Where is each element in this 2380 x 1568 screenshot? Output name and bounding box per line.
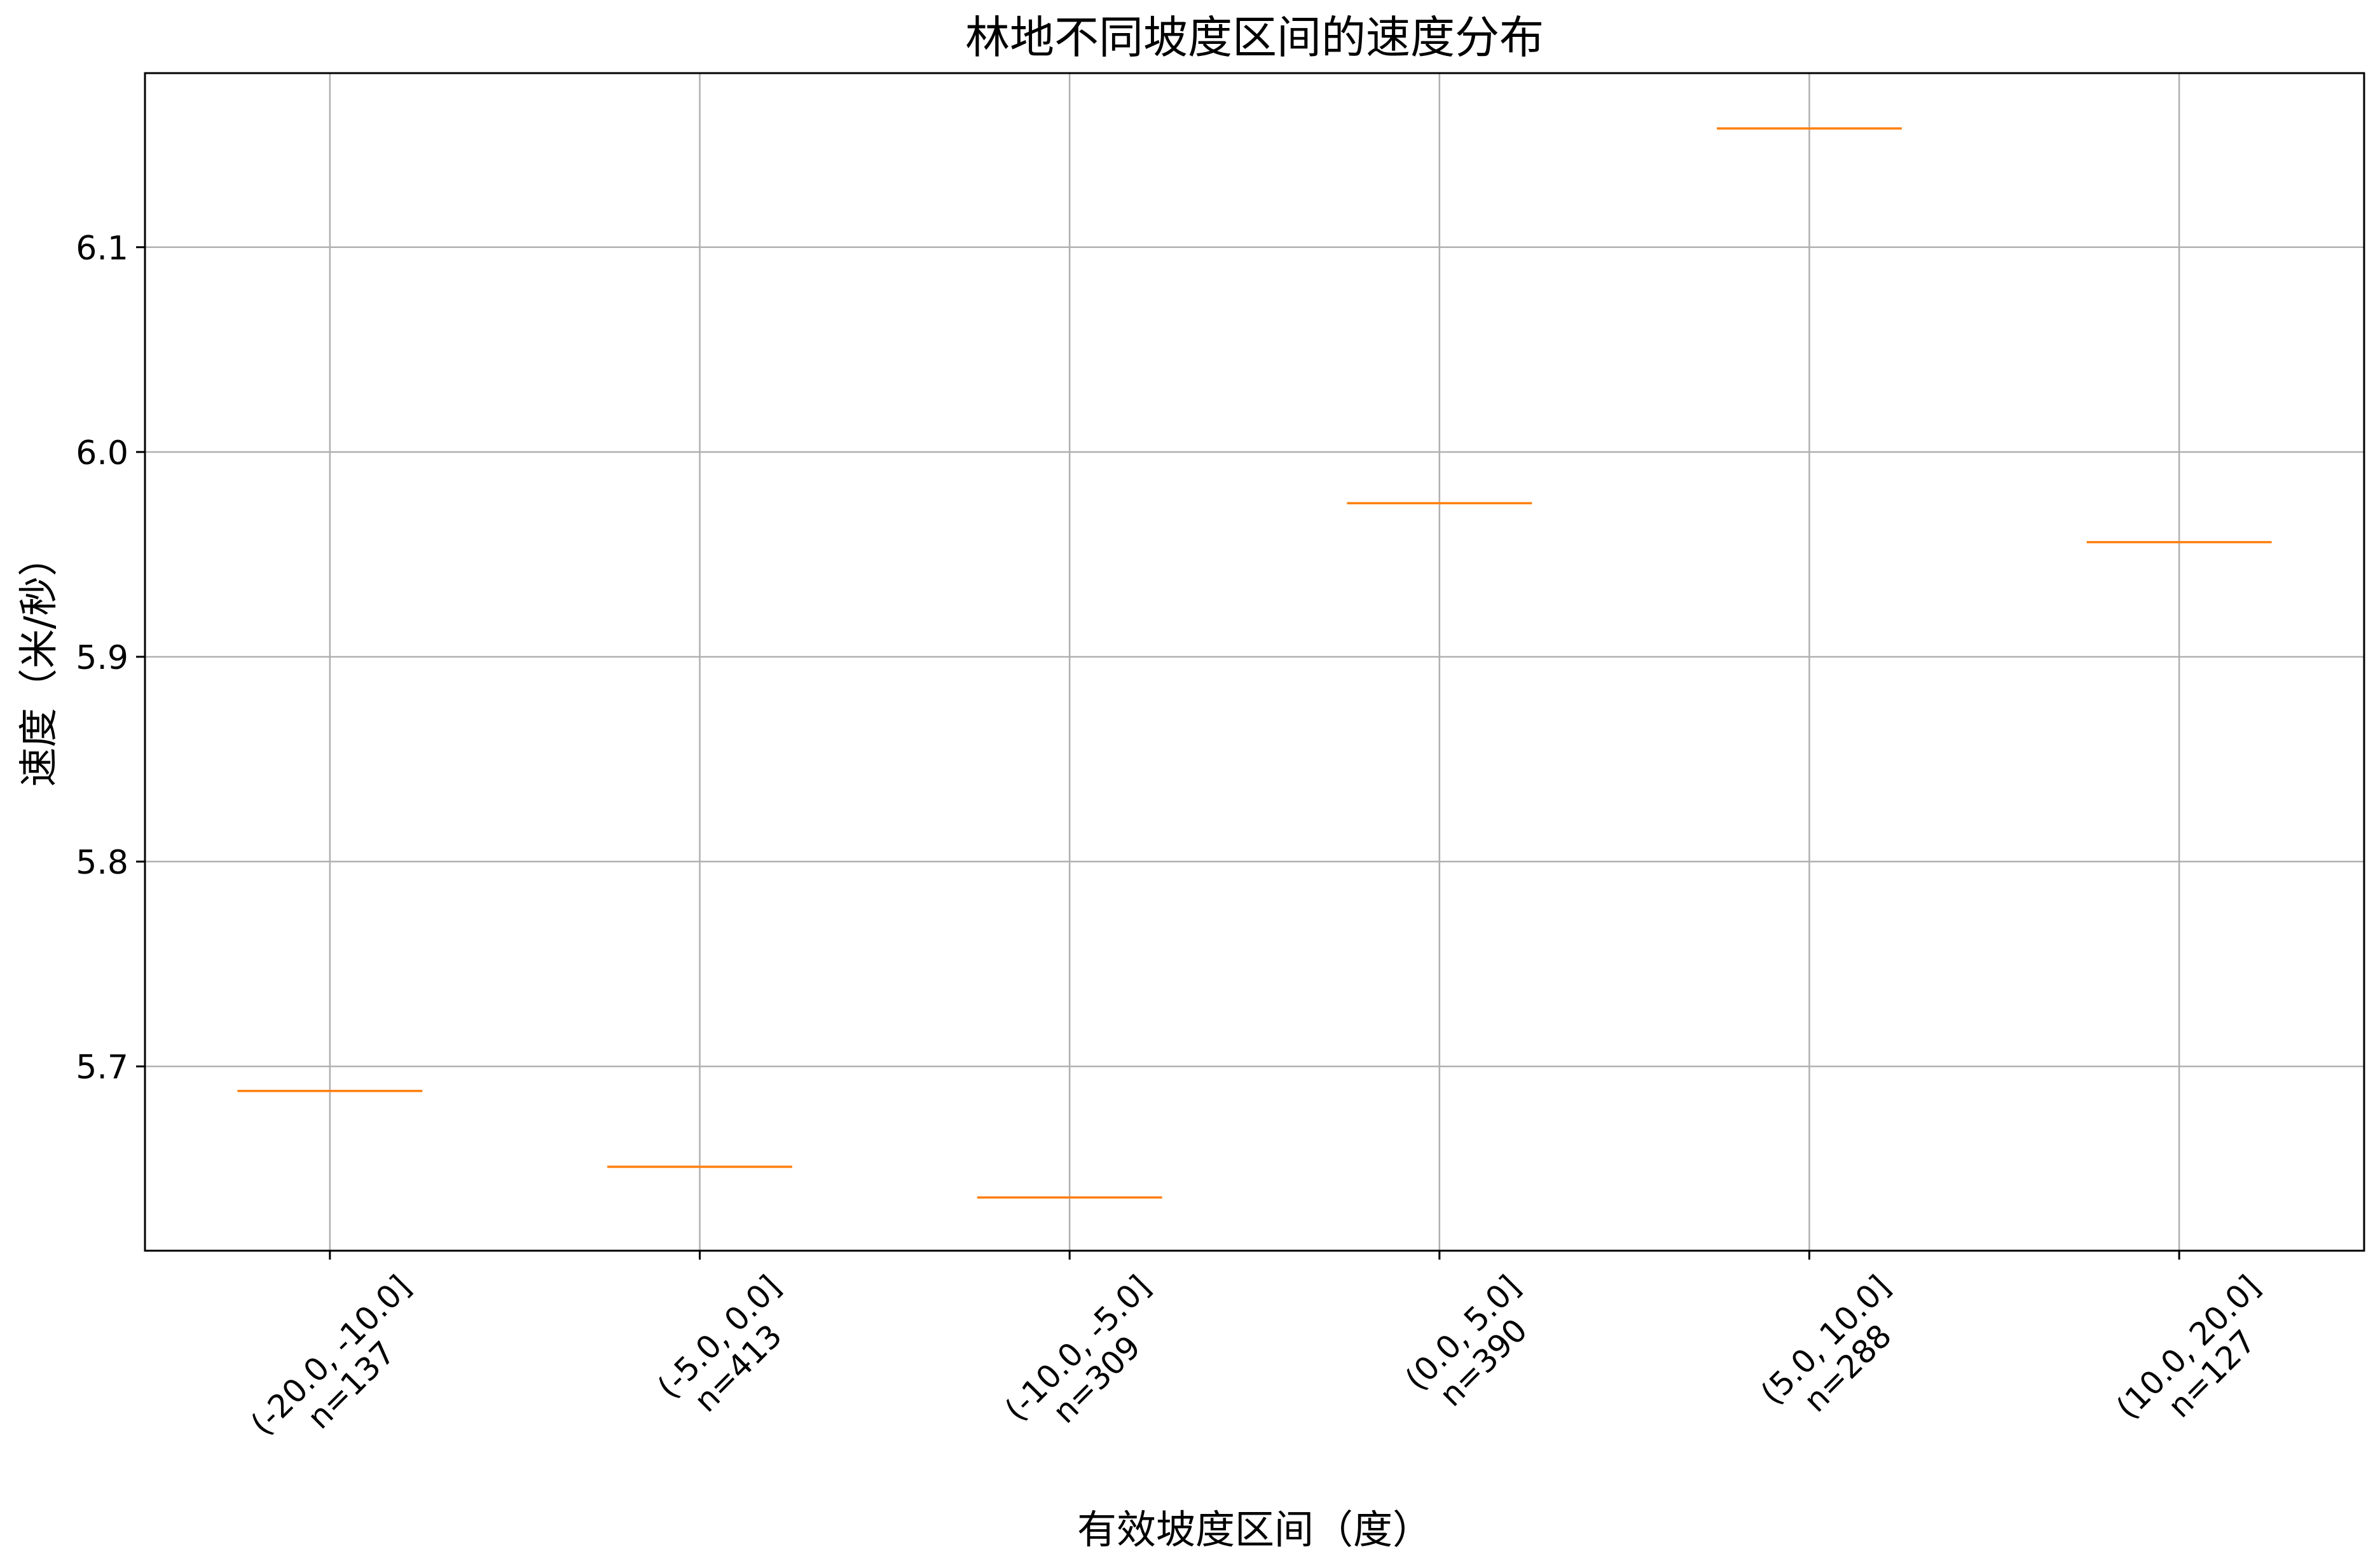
- y-axis-label: 速度（米/秒）: [15, 537, 62, 787]
- y-tick-label: 5.7: [76, 1049, 128, 1087]
- y-tick-label: 5.8: [76, 844, 128, 882]
- grid-lines: [145, 73, 2364, 1251]
- y-tick-label: 6.1: [76, 230, 128, 268]
- x-axis-label: 有效坡度区间（度）: [1077, 1506, 1432, 1553]
- plot-area-frame: [144, 72, 2365, 1252]
- y-tick-label: 5.9: [76, 639, 128, 677]
- median-lines: [237, 127, 2272, 1199]
- y-axis-ticks: 5.7 5.8 5.9 6.0 6.1: [76, 230, 145, 1087]
- y-tick-label: 6.0: [76, 434, 128, 472]
- chart-title: 林地不同坡度区间的速度分布: [965, 11, 1544, 64]
